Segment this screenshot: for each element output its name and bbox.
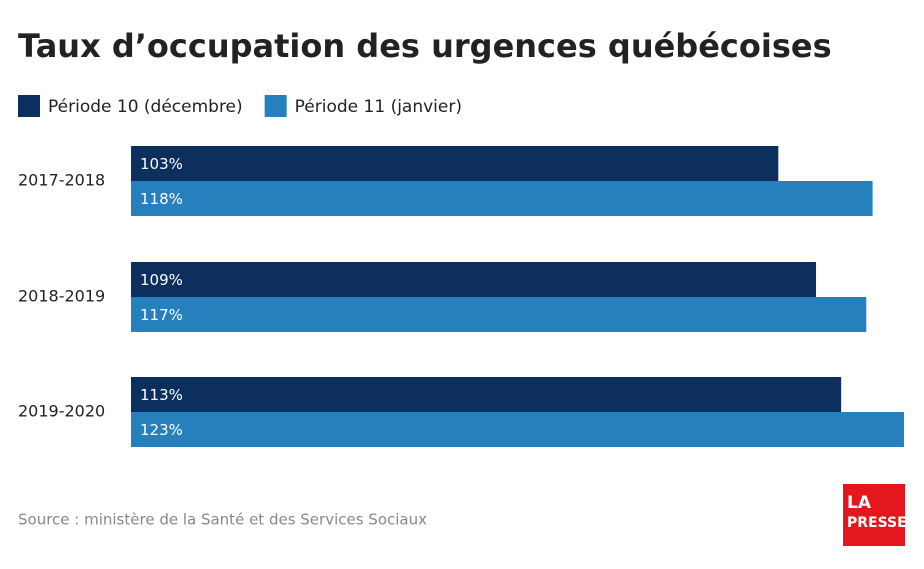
chart-title: Taux d’occupation des urgences québécois… [18,27,832,65]
bar [131,377,842,412]
data-label: 109% [140,271,183,289]
legend-swatch [264,95,287,117]
data-label: 113% [140,386,183,404]
data-label: 123% [140,421,183,439]
data-label: 117% [140,306,183,324]
data-label: 118% [140,190,183,208]
y-tick-label: 2019-2020 [18,402,105,421]
y-tick-label: 2017-2018 [18,171,105,190]
legend-label: Période 10 (décembre) [48,97,243,117]
source: Source : ministère de la Santé et des Se… [18,511,427,529]
logo-text: PRESSE [847,515,907,531]
y-tick-label: 2018-2019 [18,287,105,306]
bar [131,146,779,181]
bar [131,262,817,297]
legend-swatch [18,95,40,117]
bar [131,181,873,216]
bar [131,412,904,447]
data-label: 103% [140,155,183,173]
bar [131,297,867,332]
logo-text: LA [847,493,872,513]
logo-box [843,484,905,546]
legend-label: Période 11 (janvier) [295,97,462,117]
